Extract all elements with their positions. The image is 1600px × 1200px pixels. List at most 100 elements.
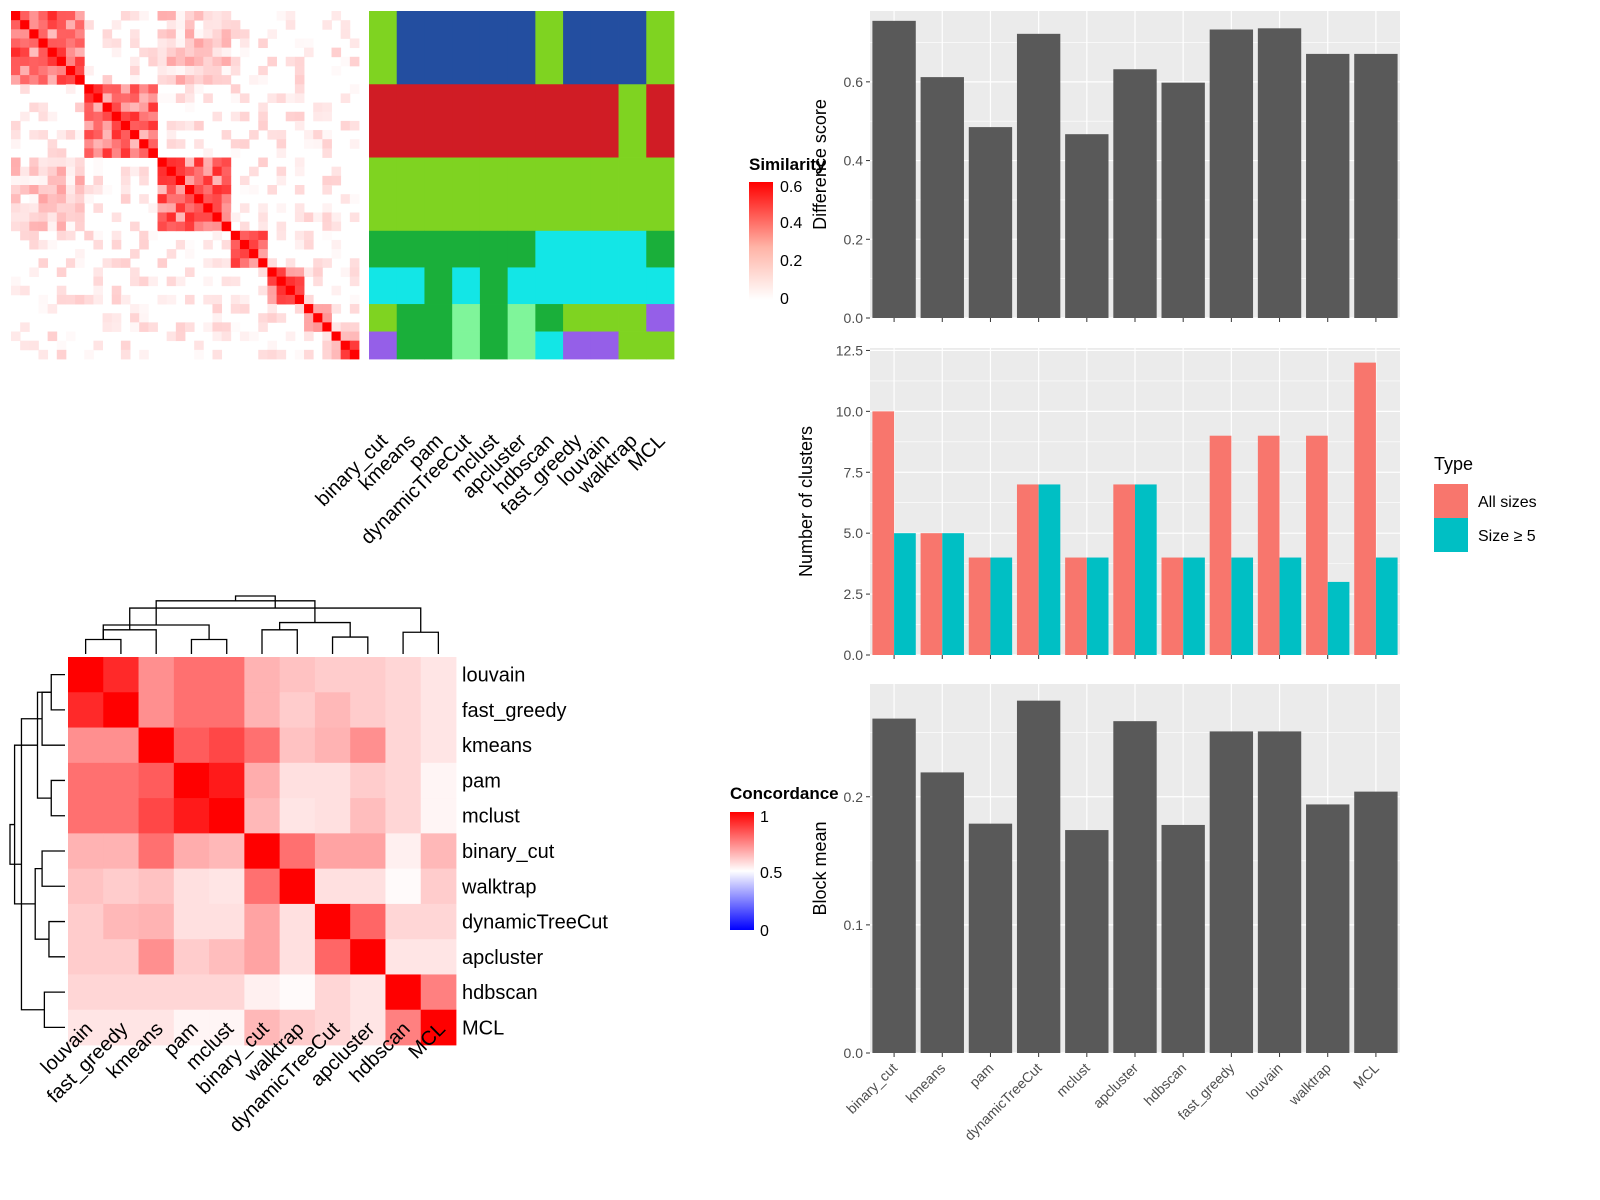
similarity-cell: [322, 111, 332, 122]
similarity-cell: [203, 185, 213, 195]
similarity-cell: [166, 249, 177, 259]
similarity-cell: [11, 194, 21, 204]
similarity-cell: [157, 11, 168, 21]
bar: [872, 20, 916, 318]
similarity-cell: [29, 130, 39, 140]
similarity-cell: [294, 75, 305, 85]
similarity-cell: [340, 322, 351, 332]
bar: [1038, 484, 1061, 655]
concordance-cell: [279, 657, 316, 693]
concordance-cell: [103, 1009, 139, 1046]
assignment-cell: [396, 304, 425, 332]
similarity-cell: [258, 38, 268, 49]
similarity-cell: [47, 38, 58, 49]
similarity-cell: [331, 11, 342, 21]
similarity-cell: [276, 294, 287, 305]
similarity-cell: [157, 157, 168, 168]
similarity-cell: [340, 349, 351, 360]
concordance-cell: [350, 939, 386, 975]
concordance-cell: [173, 798, 210, 834]
similarity-cell: [322, 340, 332, 351]
similarity-cell: [47, 203, 58, 213]
similarity-cell: [29, 239, 39, 250]
similarity-cell: [166, 20, 177, 30]
similarity-cell: [322, 185, 332, 195]
similarity-cell: [38, 194, 49, 204]
similarity-cell: [313, 102, 323, 113]
similarity-cell: [56, 56, 67, 67]
difference-score-panel: 0.0 0.2 0.4 0.6 Difference score: [810, 11, 1400, 326]
assignment-cell: [369, 84, 398, 158]
concordance-row-label: apcluster: [462, 947, 543, 969]
bar: [1231, 557, 1254, 655]
similarity-cell: [258, 267, 268, 277]
similarity-cell: [157, 29, 168, 39]
similarity-colorbar: [749, 182, 773, 300]
assignment-cell: [452, 267, 481, 305]
similarity-cell: [267, 340, 277, 351]
similarity-cell: [276, 11, 287, 21]
similarity-cell: [157, 38, 168, 49]
similarity-cell: [111, 212, 122, 223]
similarity-cell: [93, 139, 103, 149]
similarity-cell: [203, 75, 213, 85]
similarity-cell: [249, 230, 259, 241]
similarity-cell: [56, 203, 67, 213]
similarity-cell: [93, 120, 103, 131]
similarity-cell: [102, 148, 113, 158]
assignment-cell: [563, 84, 592, 158]
similarity-cell: [20, 185, 30, 195]
similarity-cell: [230, 93, 241, 103]
concordance-cell: [103, 974, 139, 1011]
x-tick-label: binary_cut: [843, 1060, 900, 1117]
similarity-cell: [239, 29, 250, 39]
similarity-cell: [294, 230, 305, 241]
similarity-cell: [20, 340, 30, 351]
similarity-cell: [139, 11, 149, 21]
similarity-cell: [304, 230, 314, 241]
assignment-cell: [479, 267, 509, 305]
similarity-cell: [203, 65, 213, 76]
bar: [942, 533, 964, 655]
assignment-method-labels: binary_cutkmeanspamdynamicTreeCutmclusta…: [312, 430, 670, 549]
similarity-cell: [175, 139, 186, 149]
similarity-cell: [93, 230, 103, 241]
assignment-cell: [479, 11, 509, 85]
type-legend-label: Size ≥ 5: [1478, 528, 1536, 545]
similarity-cell: [230, 111, 241, 122]
similarity-cell: [38, 203, 49, 213]
similarity-cell: [47, 29, 58, 39]
similarity-cell: [258, 239, 268, 250]
similarity-cell: [75, 20, 85, 30]
similarity-cell: [56, 75, 67, 85]
similarity-cell: [102, 102, 113, 113]
similarity-cell: [221, 20, 232, 30]
similarity-cell: [185, 120, 195, 131]
bar: [1375, 557, 1398, 655]
similarity-cell: [331, 249, 342, 259]
similarity-cell: [157, 258, 168, 268]
similarity-cell: [221, 38, 232, 49]
similarity-cell: [203, 221, 213, 232]
similarity-cell: [267, 294, 277, 305]
similarity-cell: [120, 166, 131, 177]
assignment-cell: [563, 267, 592, 305]
similarity-cell: [65, 166, 76, 177]
assignment-cell: [396, 11, 425, 85]
similarity-cell: [130, 38, 140, 49]
similarity-cell: [130, 322, 140, 332]
concordance-row-label: dynamicTreeCut: [462, 912, 608, 934]
similarity-cell: [29, 166, 39, 177]
concordance-cell: [103, 868, 139, 905]
bar: [1306, 435, 1328, 655]
column-dendrogram-branch: [402, 631, 440, 654]
row-dendrogram-branch: [50, 779, 65, 817]
assignment-cell: [424, 304, 453, 332]
similarity-cell: [56, 221, 67, 232]
concordance-cell: [314, 833, 351, 870]
bar: [1327, 581, 1350, 655]
concordance-row-label: mclust: [462, 806, 520, 828]
similarity-cell: [249, 249, 259, 259]
concordance-cell: [68, 1009, 104, 1046]
similarity-cell: [29, 38, 39, 49]
